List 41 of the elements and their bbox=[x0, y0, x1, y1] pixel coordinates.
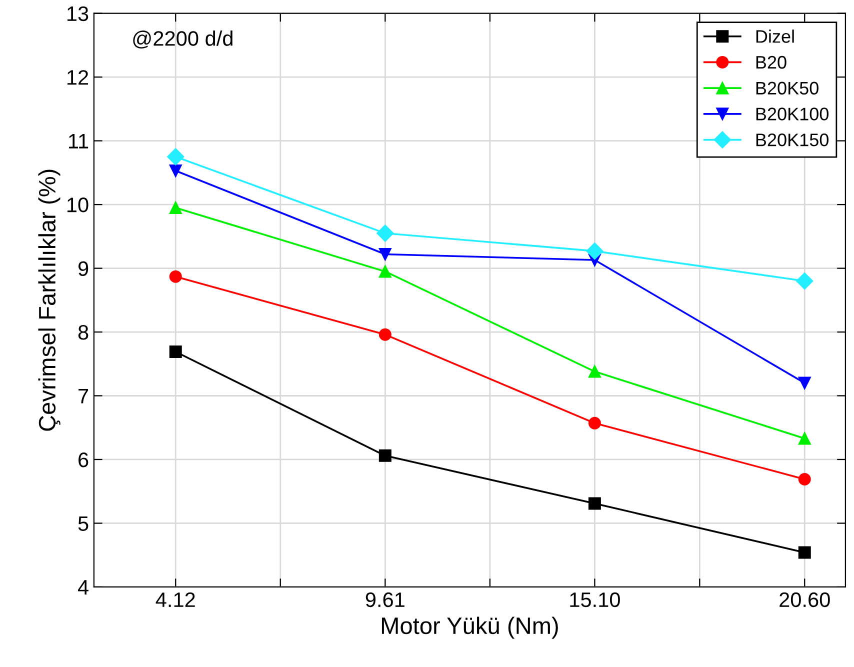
legend-label: Dizel bbox=[756, 30, 794, 43]
y-tick-label: 12 bbox=[67, 70, 88, 85]
point bbox=[798, 376, 811, 390]
legend-label: B20K100 bbox=[756, 108, 829, 120]
x-tick-label: 20.60 bbox=[780, 592, 830, 608]
y-tick-label: 10 bbox=[67, 198, 88, 212]
point bbox=[169, 270, 182, 283]
point bbox=[378, 449, 392, 462]
y-tick-label: 5 bbox=[78, 516, 88, 531]
y-tick-label: 11 bbox=[69, 134, 88, 148]
y-tick-label: 8 bbox=[78, 325, 88, 340]
point bbox=[586, 242, 604, 260]
point bbox=[378, 328, 392, 341]
point bbox=[798, 472, 811, 486]
point bbox=[169, 346, 182, 358]
point bbox=[169, 201, 182, 214]
x-tick-label: 15.10 bbox=[570, 592, 620, 608]
y-tick-label: 9 bbox=[78, 261, 88, 276]
legend-label: B20K150 bbox=[756, 134, 829, 146]
point bbox=[588, 416, 601, 430]
legend-label: B20K50 bbox=[756, 82, 818, 95]
point bbox=[167, 148, 184, 166]
y-tick-label: 4 bbox=[78, 580, 88, 595]
y-tick-label: 7 bbox=[78, 388, 88, 404]
point bbox=[798, 432, 811, 445]
point bbox=[798, 546, 811, 559]
point bbox=[588, 365, 601, 378]
point bbox=[378, 265, 392, 278]
point bbox=[169, 164, 182, 178]
x-tick-label: 4.12 bbox=[156, 592, 195, 607]
y-axis-title: Çevrimsel Farklılıklar (%) bbox=[38, 170, 60, 431]
point bbox=[796, 272, 814, 290]
point bbox=[376, 224, 394, 242]
point bbox=[588, 497, 601, 510]
x-axis-title: Motor Yükü (Nm) bbox=[382, 616, 558, 639]
y-tick-label: 13 bbox=[67, 6, 88, 22]
point bbox=[378, 248, 392, 261]
x-tick-label: 9.61 bbox=[366, 592, 404, 608]
annotation: @2200 d/d bbox=[133, 30, 232, 49]
y-tick-label: 6 bbox=[78, 452, 88, 468]
legend-label: B20 bbox=[756, 56, 786, 69]
